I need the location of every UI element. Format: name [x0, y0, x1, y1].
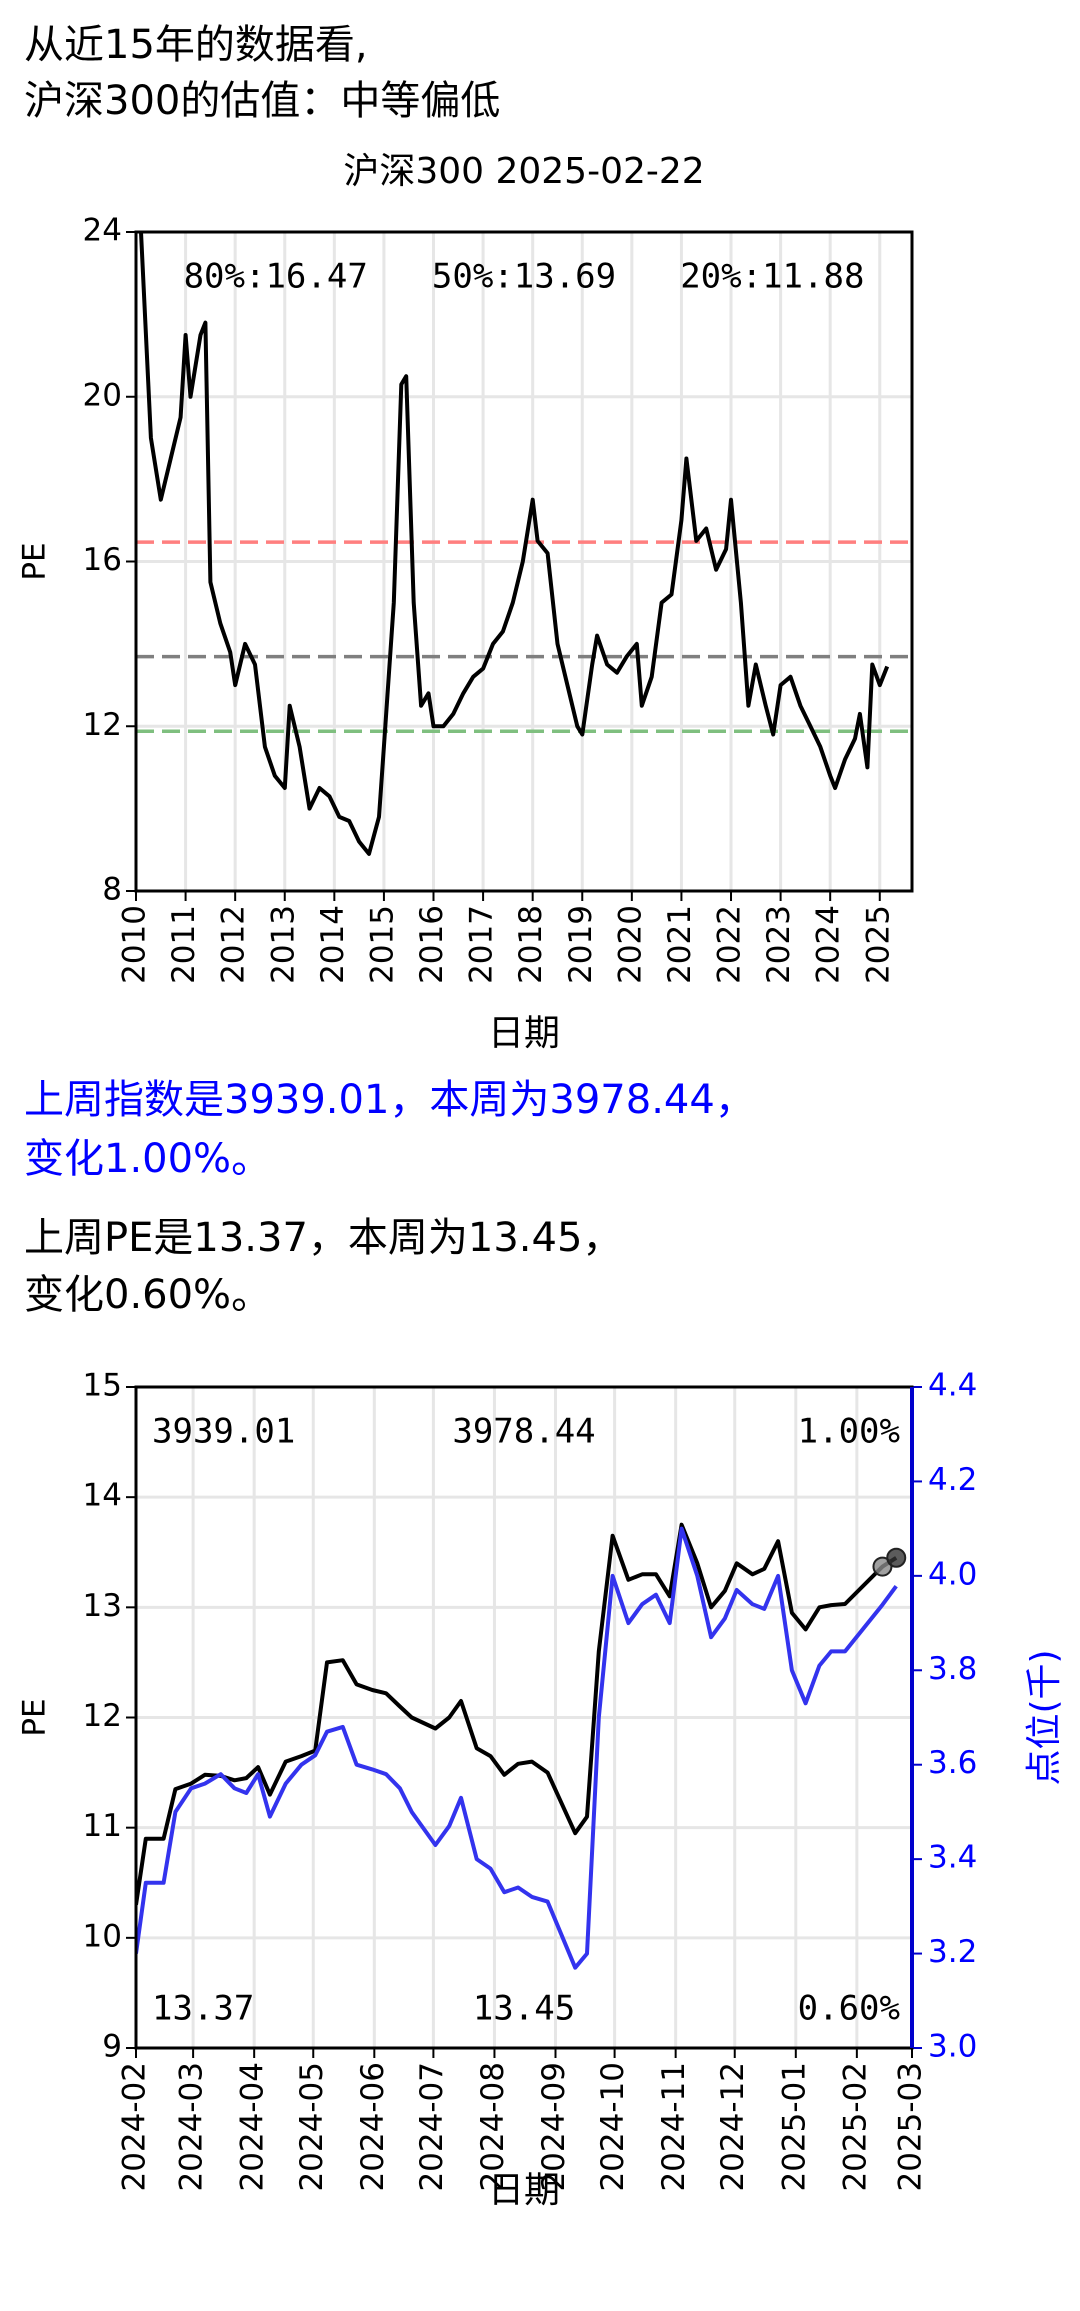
x-tick-label: 2024-12 — [715, 2062, 751, 2192]
x-tick-label: 2024-06 — [355, 2062, 391, 2192]
y2-tick-label: 4.0 — [928, 1556, 977, 1592]
y2-tick-label: 3.8 — [928, 1651, 977, 1687]
x-tick-label: 2025-02 — [837, 2062, 873, 2192]
x-tick-label: 2024-02 — [117, 2062, 153, 2192]
y2-tick-label: 3.4 — [928, 1840, 977, 1876]
y2-tick-label: 3.2 — [928, 1934, 977, 1970]
y2-tick-label: 3.6 — [928, 1745, 977, 1781]
heading-line: 从近15年的数据看, — [24, 22, 368, 68]
reference-label: 50%:13.69 — [432, 257, 616, 297]
y2-axis-label: 点位(千) — [1024, 1649, 1065, 1785]
note-line: 变化1.00%。 — [24, 1136, 271, 1182]
data-line — [136, 1522, 898, 1906]
y-tick-label: 15 — [83, 1368, 122, 1404]
x-tick-label: 2025-03 — [893, 2062, 929, 2192]
y-tick-label: 11 — [83, 1808, 122, 1844]
plot-frame — [134, 230, 914, 893]
y-axis-label: PE — [17, 1698, 53, 1736]
annotation: 3978.44 — [452, 1412, 595, 1452]
reference-label: 20%:11.88 — [680, 257, 864, 297]
note-line: 上周PE是13.37，本周为13.45， — [24, 1215, 622, 1261]
chart-title: 沪深300 2025-02-22 — [343, 151, 704, 192]
y-axis-label: PE — [17, 542, 53, 580]
data-line — [136, 1526, 898, 1970]
x-tick-label: 2012 — [216, 905, 252, 984]
x-tick-label: 2024-07 — [414, 2062, 450, 2192]
annotation: 13.45 — [473, 1989, 575, 2029]
note-line: 变化0.60%。 — [24, 1272, 271, 1318]
x-tick-label: 2017 — [464, 905, 500, 984]
x-tick-label: 2024-04 — [235, 2062, 271, 2192]
y-tick-label: 12 — [83, 1698, 122, 1734]
y2-tick-label: 3.0 — [928, 2029, 977, 2065]
x-tick-label: 2024 — [811, 905, 847, 984]
x-axis-label: 日期 — [488, 2170, 560, 2211]
data-line — [139, 232, 890, 856]
point-marker — [886, 1547, 907, 1568]
x-tick-label: 2023 — [761, 905, 797, 984]
y2-tick-label: 4.2 — [928, 1462, 977, 1498]
y2-tick-label: 4.4 — [928, 1368, 977, 1404]
note-line: 上周指数是3939.01，本周为3978.44， — [24, 1077, 755, 1123]
x-tick-label: 2022 — [712, 905, 748, 984]
annotation: 1.00% — [798, 1412, 900, 1452]
y-tick-label: 14 — [83, 1478, 122, 1514]
x-tick-label: 2024-11 — [656, 2062, 692, 2192]
x-tick-label: 2013 — [265, 905, 301, 984]
x-tick-label: 2020 — [612, 905, 648, 984]
y-tick-label: 12 — [83, 707, 122, 743]
x-tick-label: 2024-03 — [174, 2062, 210, 2192]
heading-line: 沪深300的估值：中等偏低 — [24, 78, 500, 124]
x-axis-label: 日期 — [488, 1013, 560, 1054]
point-marker — [872, 1556, 893, 1577]
reference-label: 80%:16.47 — [184, 257, 368, 297]
x-tick-label: 2010 — [117, 905, 153, 984]
x-tick-label: 2024-10 — [595, 2062, 631, 2192]
y-tick-label: 13 — [83, 1588, 122, 1624]
y-tick-label: 8 — [102, 872, 122, 908]
x-tick-label: 2024-09 — [536, 2062, 572, 2192]
x-tick-label: 2018 — [513, 905, 549, 984]
x-tick-label: 2014 — [315, 905, 351, 984]
x-tick-label: 2019 — [563, 905, 599, 984]
annotation: 3939.01 — [152, 1412, 295, 1452]
x-tick-label: 2024-08 — [475, 2062, 511, 2192]
x-tick-label: 2024-05 — [294, 2062, 330, 2192]
y-tick-label: 16 — [83, 542, 122, 578]
annotation: 13.37 — [152, 1989, 254, 2029]
x-tick-label: 2025-01 — [776, 2062, 812, 2192]
y-tick-label: 20 — [83, 377, 122, 413]
y-tick-label: 10 — [83, 1918, 122, 1954]
x-tick-label: 2015 — [364, 905, 400, 984]
x-tick-label: 2011 — [166, 905, 202, 984]
x-tick-label: 2021 — [662, 905, 698, 984]
x-tick-label: 2016 — [414, 905, 450, 984]
x-tick-label: 2025 — [860, 905, 896, 984]
annotation: 0.60% — [798, 1989, 900, 2029]
y-tick-label: 24 — [83, 213, 122, 249]
y-tick-label: 9 — [102, 2029, 122, 2065]
